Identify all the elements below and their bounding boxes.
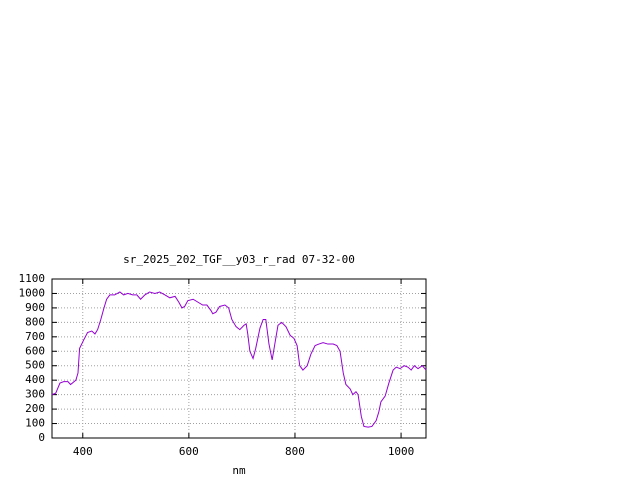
x-tick-label: 400 [73,445,93,458]
y-tick-label: 0 [38,431,45,444]
chart-title: sr_2025_202_TGF__y03_r_rad 07-32-00 [123,253,355,266]
y-tick-label: 1100 [19,272,46,285]
x-axis-label: nm [232,464,246,477]
y-tick-label: 800 [25,315,45,328]
y-tick-label: 600 [25,344,45,357]
y-tick-label: 900 [25,301,45,314]
x-tick-label: 1000 [388,445,415,458]
data-line [51,291,427,428]
y-tick-label: 100 [25,417,45,430]
y-tick-label: 700 [25,330,45,343]
y-tick-label: 200 [25,402,45,415]
y-tick-label: 500 [25,359,45,372]
plot-border [51,278,427,439]
y-tick-label: 400 [25,373,45,386]
y-tick-label: 300 [25,388,45,401]
x-tick-label: 800 [285,445,305,458]
y-tick-label: 1000 [19,286,46,299]
x-tick-label: 600 [179,445,199,458]
